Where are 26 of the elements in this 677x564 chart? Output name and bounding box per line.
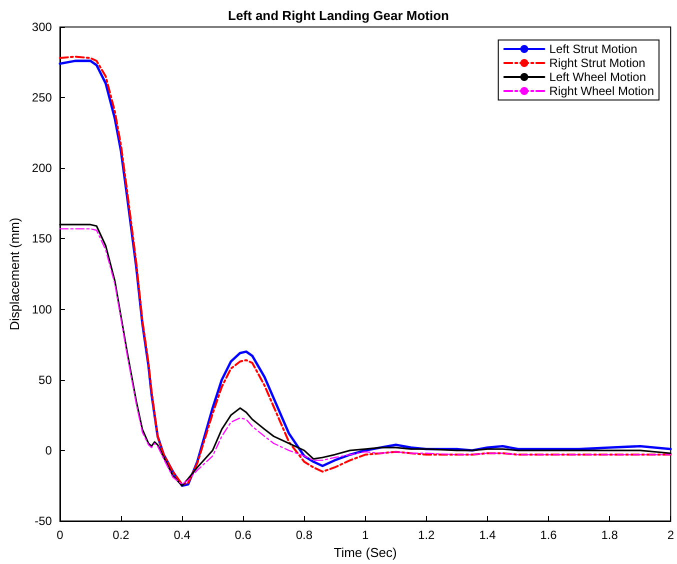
chart-title: Left and Right Landing Gear Motion: [228, 8, 450, 23]
legend-label: Right Wheel Motion: [549, 84, 654, 98]
x-tick-label: 0.4: [174, 528, 191, 542]
x-tick-label: 1: [362, 528, 369, 542]
y-tick-label: 100: [32, 302, 52, 316]
legend-label: Left Strut Motion: [549, 42, 638, 56]
x-tick-label: 0.8: [296, 528, 313, 542]
legend-label: Right Strut Motion: [549, 56, 646, 70]
y-tick-label: 50: [38, 372, 52, 387]
y-axis-title: Displacement (mm): [7, 218, 22, 330]
x-tick-label: 0: [56, 528, 64, 542]
x-tick-label: 2: [667, 528, 674, 542]
x-tick-label: 1.8: [601, 528, 618, 542]
y-tick-label: 150: [32, 232, 52, 246]
x-tick-label: 1.4: [479, 528, 496, 542]
x-tick-label: 1.2: [418, 528, 436, 542]
y-tick-label: 300: [32, 20, 52, 34]
x-tick-label: 0.6: [234, 528, 252, 542]
legend-label: Left Wheel Motion: [549, 70, 646, 84]
x-tick-label: 1.6: [540, 528, 558, 542]
x-tick-label: 0.2: [112, 528, 130, 542]
y-tick-label: 200: [32, 161, 52, 176]
x-axis-title: Time (Sec): [334, 544, 397, 560]
y-tick-label: 0: [45, 443, 52, 458]
y-tick-label: -50: [34, 514, 52, 528]
y-tick-label: 250: [32, 90, 52, 105]
